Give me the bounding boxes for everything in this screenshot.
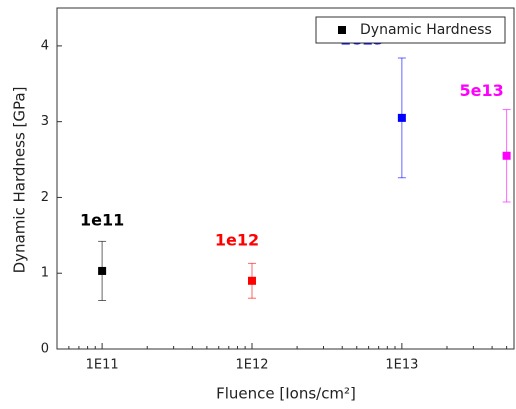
y-tick-label: 4 — [41, 38, 49, 53]
annotation: 5e13 — [459, 81, 503, 100]
annotation: 1e12 — [215, 230, 259, 249]
y-tick-label: 2 — [41, 190, 49, 205]
legend-marker — [338, 26, 346, 34]
y-tick-label: 1 — [41, 266, 49, 281]
y-tick-label: 0 — [41, 342, 49, 357]
y-tick-label: 3 — [41, 114, 49, 129]
point — [502, 151, 511, 160]
legend-label: Dynamic Hardness — [360, 22, 492, 38]
legend-box — [315, 16, 506, 44]
point — [397, 113, 406, 122]
x-axis-label: Fluence [Ions/cm²] — [216, 385, 356, 403]
y-axis-label: Dynamic Hardness [GPa] — [11, 87, 29, 274]
plot-frame — [56, 7, 515, 350]
point — [247, 276, 256, 285]
x-tick-label: 1E13 — [385, 358, 418, 373]
x-tick-label: 1E12 — [235, 358, 268, 373]
point — [98, 266, 107, 275]
x-tick-label: 1E11 — [86, 358, 119, 373]
annotation: 1e11 — [80, 210, 124, 229]
